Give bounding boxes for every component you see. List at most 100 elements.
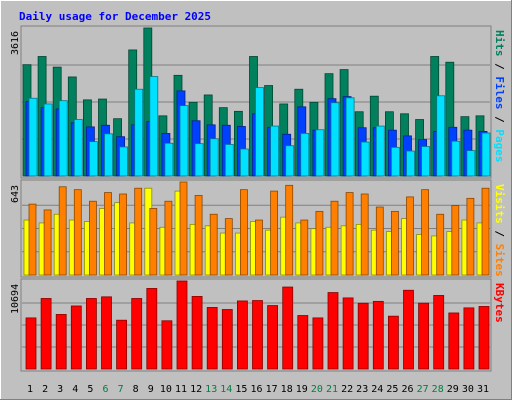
day-label-27: 27 <box>417 384 429 395</box>
kbytes-panel: 10694 KBytes <box>10 278 506 372</box>
visits-bar-sites-day-16 <box>255 219 263 276</box>
visits-ymax-label: 643 <box>10 185 21 203</box>
visits-bar-sites-day-7 <box>119 193 127 276</box>
visits-legend-separator: / <box>493 224 506 244</box>
visits-bar-sites-day-13 <box>209 213 218 276</box>
kbytes-bar-kbytes-day-26 <box>403 289 414 370</box>
hits-bar-pages-day-7 <box>119 146 128 177</box>
hits-bar-pages-day-3 <box>58 100 68 177</box>
kbytes-bar-kbytes-day-17 <box>267 305 279 370</box>
day-label-29: 29 <box>447 384 459 395</box>
hits-bar-pages-day-28 <box>436 95 446 177</box>
visits-bar-sites-day-5 <box>89 200 97 276</box>
visits-bar-sites-day-25 <box>390 210 399 276</box>
kbytes-bar-kbytes-day-7 <box>116 319 127 370</box>
kbytes-bar-kbytes-day-28 <box>433 295 445 370</box>
hits-legend-pages: Pages <box>493 129 506 162</box>
kbytes-legend-text: KBytes <box>493 283 506 323</box>
kbytes-bar-kbytes-day-24 <box>372 300 384 370</box>
visits-bar-sites-day-26 <box>406 196 414 276</box>
day-label-30: 30 <box>462 384 474 395</box>
kbytes-bar-kbytes-day-23 <box>357 302 369 370</box>
visits-bar-sites-day-27 <box>421 189 430 276</box>
visits-bar-sites-day-30 <box>466 197 475 276</box>
day-label-19: 19 <box>296 384 308 395</box>
visits-bar-sites-day-22 <box>345 192 354 276</box>
visits-bar-sites-day-4 <box>73 189 82 276</box>
hits-bar-pages-day-12 <box>194 143 204 177</box>
kbytes-bar-kbytes-day-16 <box>252 300 263 370</box>
day-label-26: 26 <box>401 384 413 395</box>
visits-bar-sites-day-20 <box>315 210 324 276</box>
day-label-13: 13 <box>205 384 217 395</box>
hits-bar-pages-day-30 <box>466 150 476 177</box>
day-label-15: 15 <box>235 384 247 395</box>
kbytes-bar-kbytes-day-6 <box>101 296 112 370</box>
day-label-31: 31 <box>477 384 489 395</box>
visits-legend: Visits / Sites <box>493 184 506 277</box>
hits-bar-pages-day-22 <box>345 97 355 177</box>
visits-bar-sites-day-19 <box>300 219 309 276</box>
hits-bar-pages-day-17 <box>270 125 280 177</box>
day-label-8: 8 <box>133 384 139 395</box>
hits-bar-pages-day-9 <box>149 76 159 177</box>
visits-bar-sites-day-24 <box>375 206 384 276</box>
visits-bar-sites-day-28 <box>436 213 445 276</box>
day-label-22: 22 <box>341 384 353 395</box>
visits-bar-sites-day-2 <box>43 209 52 276</box>
day-label-11: 11 <box>175 384 187 395</box>
kbytes-bar-kbytes-day-29 <box>448 312 460 370</box>
day-label-25: 25 <box>386 384 398 395</box>
day-label-14: 14 <box>220 384 232 395</box>
hits-legend-text: Hits / Files / Pages <box>493 30 506 163</box>
visits-bar-sites-day-29 <box>451 205 460 276</box>
day-axis-labels: 1 2 3 4 5 6 7 8 9 10 11 12 13 14 15 16 17 18 19 20 21 22 23 24 2… <box>27 384 489 395</box>
chart-title: Daily usage for December 2025 <box>19 10 211 23</box>
visits-legend-visits: Visits <box>493 184 506 224</box>
hits-panel: 3616 Hits / Files / Pages <box>10 25 506 179</box>
hits-bar-pages-day-19 <box>300 133 310 177</box>
day-label-5: 5 <box>87 384 93 395</box>
day-label-28: 28 <box>432 384 444 395</box>
hits-bar-pages-day-1 <box>28 97 38 177</box>
hits-bar-pages-day-31 <box>481 132 491 177</box>
kbytes-bar-kbytes-day-18 <box>282 286 294 370</box>
kbytes-legend: KBytes <box>493 283 506 323</box>
day-label-17: 17 <box>266 384 278 395</box>
visits-bar-sites-day-21 <box>330 200 339 276</box>
day-label-21: 21 <box>326 384 338 395</box>
hits-legend: Hits / Files / Pages <box>493 30 506 163</box>
kbytes-bar-kbytes-day-31 <box>478 306 490 370</box>
visits-bar-sites-day-18 <box>285 184 294 276</box>
hits-bar-pages-day-8 <box>134 88 144 177</box>
visits-bar-sites-day-23 <box>360 193 369 276</box>
visits-bar-sites-day-11 <box>179 181 188 276</box>
hits-bar-pages-day-21 <box>330 102 340 177</box>
day-label-9: 9 <box>148 384 154 395</box>
hits-bar-pages-day-23 <box>360 141 370 177</box>
kbytes-bar-kbytes-day-27 <box>418 302 430 370</box>
kbytes-bar-kbytes-day-19 <box>297 315 309 370</box>
visits-bar-sites-day-14 <box>224 218 233 276</box>
visits-bar-sites-day-31 <box>481 187 490 276</box>
kbytes-bar-kbytes-day-14 <box>221 309 233 370</box>
day-label-10: 10 <box>160 384 172 395</box>
visits-bar-sites-day-6 <box>104 192 112 276</box>
visits-bar-sites-day-15 <box>239 189 248 276</box>
day-label-6: 6 <box>102 384 108 395</box>
visits-legend-text: Visits / Sites <box>493 184 506 277</box>
kbytes-bar-kbytes-day-2 <box>40 298 52 370</box>
hits-legend-separator: / <box>493 110 506 130</box>
visits-bar-sites-day-12 <box>194 195 203 276</box>
hits-bar-pages-day-27 <box>421 146 431 177</box>
hits-bar-pages-day-15 <box>239 148 249 177</box>
hits-legend-separator: / <box>493 57 506 77</box>
hits-bar-pages-day-4 <box>73 119 83 177</box>
kbytes-bar-kbytes-day-8 <box>131 298 143 370</box>
hits-bar-pages-day-11 <box>179 105 189 177</box>
day-label-16: 16 <box>250 384 262 395</box>
day-label-4: 4 <box>72 384 78 395</box>
hits-bar-pages-day-24 <box>375 125 385 177</box>
kbytes-ymax-label: 10694 <box>10 284 21 314</box>
hits-bar-pages-day-29 <box>451 140 461 177</box>
